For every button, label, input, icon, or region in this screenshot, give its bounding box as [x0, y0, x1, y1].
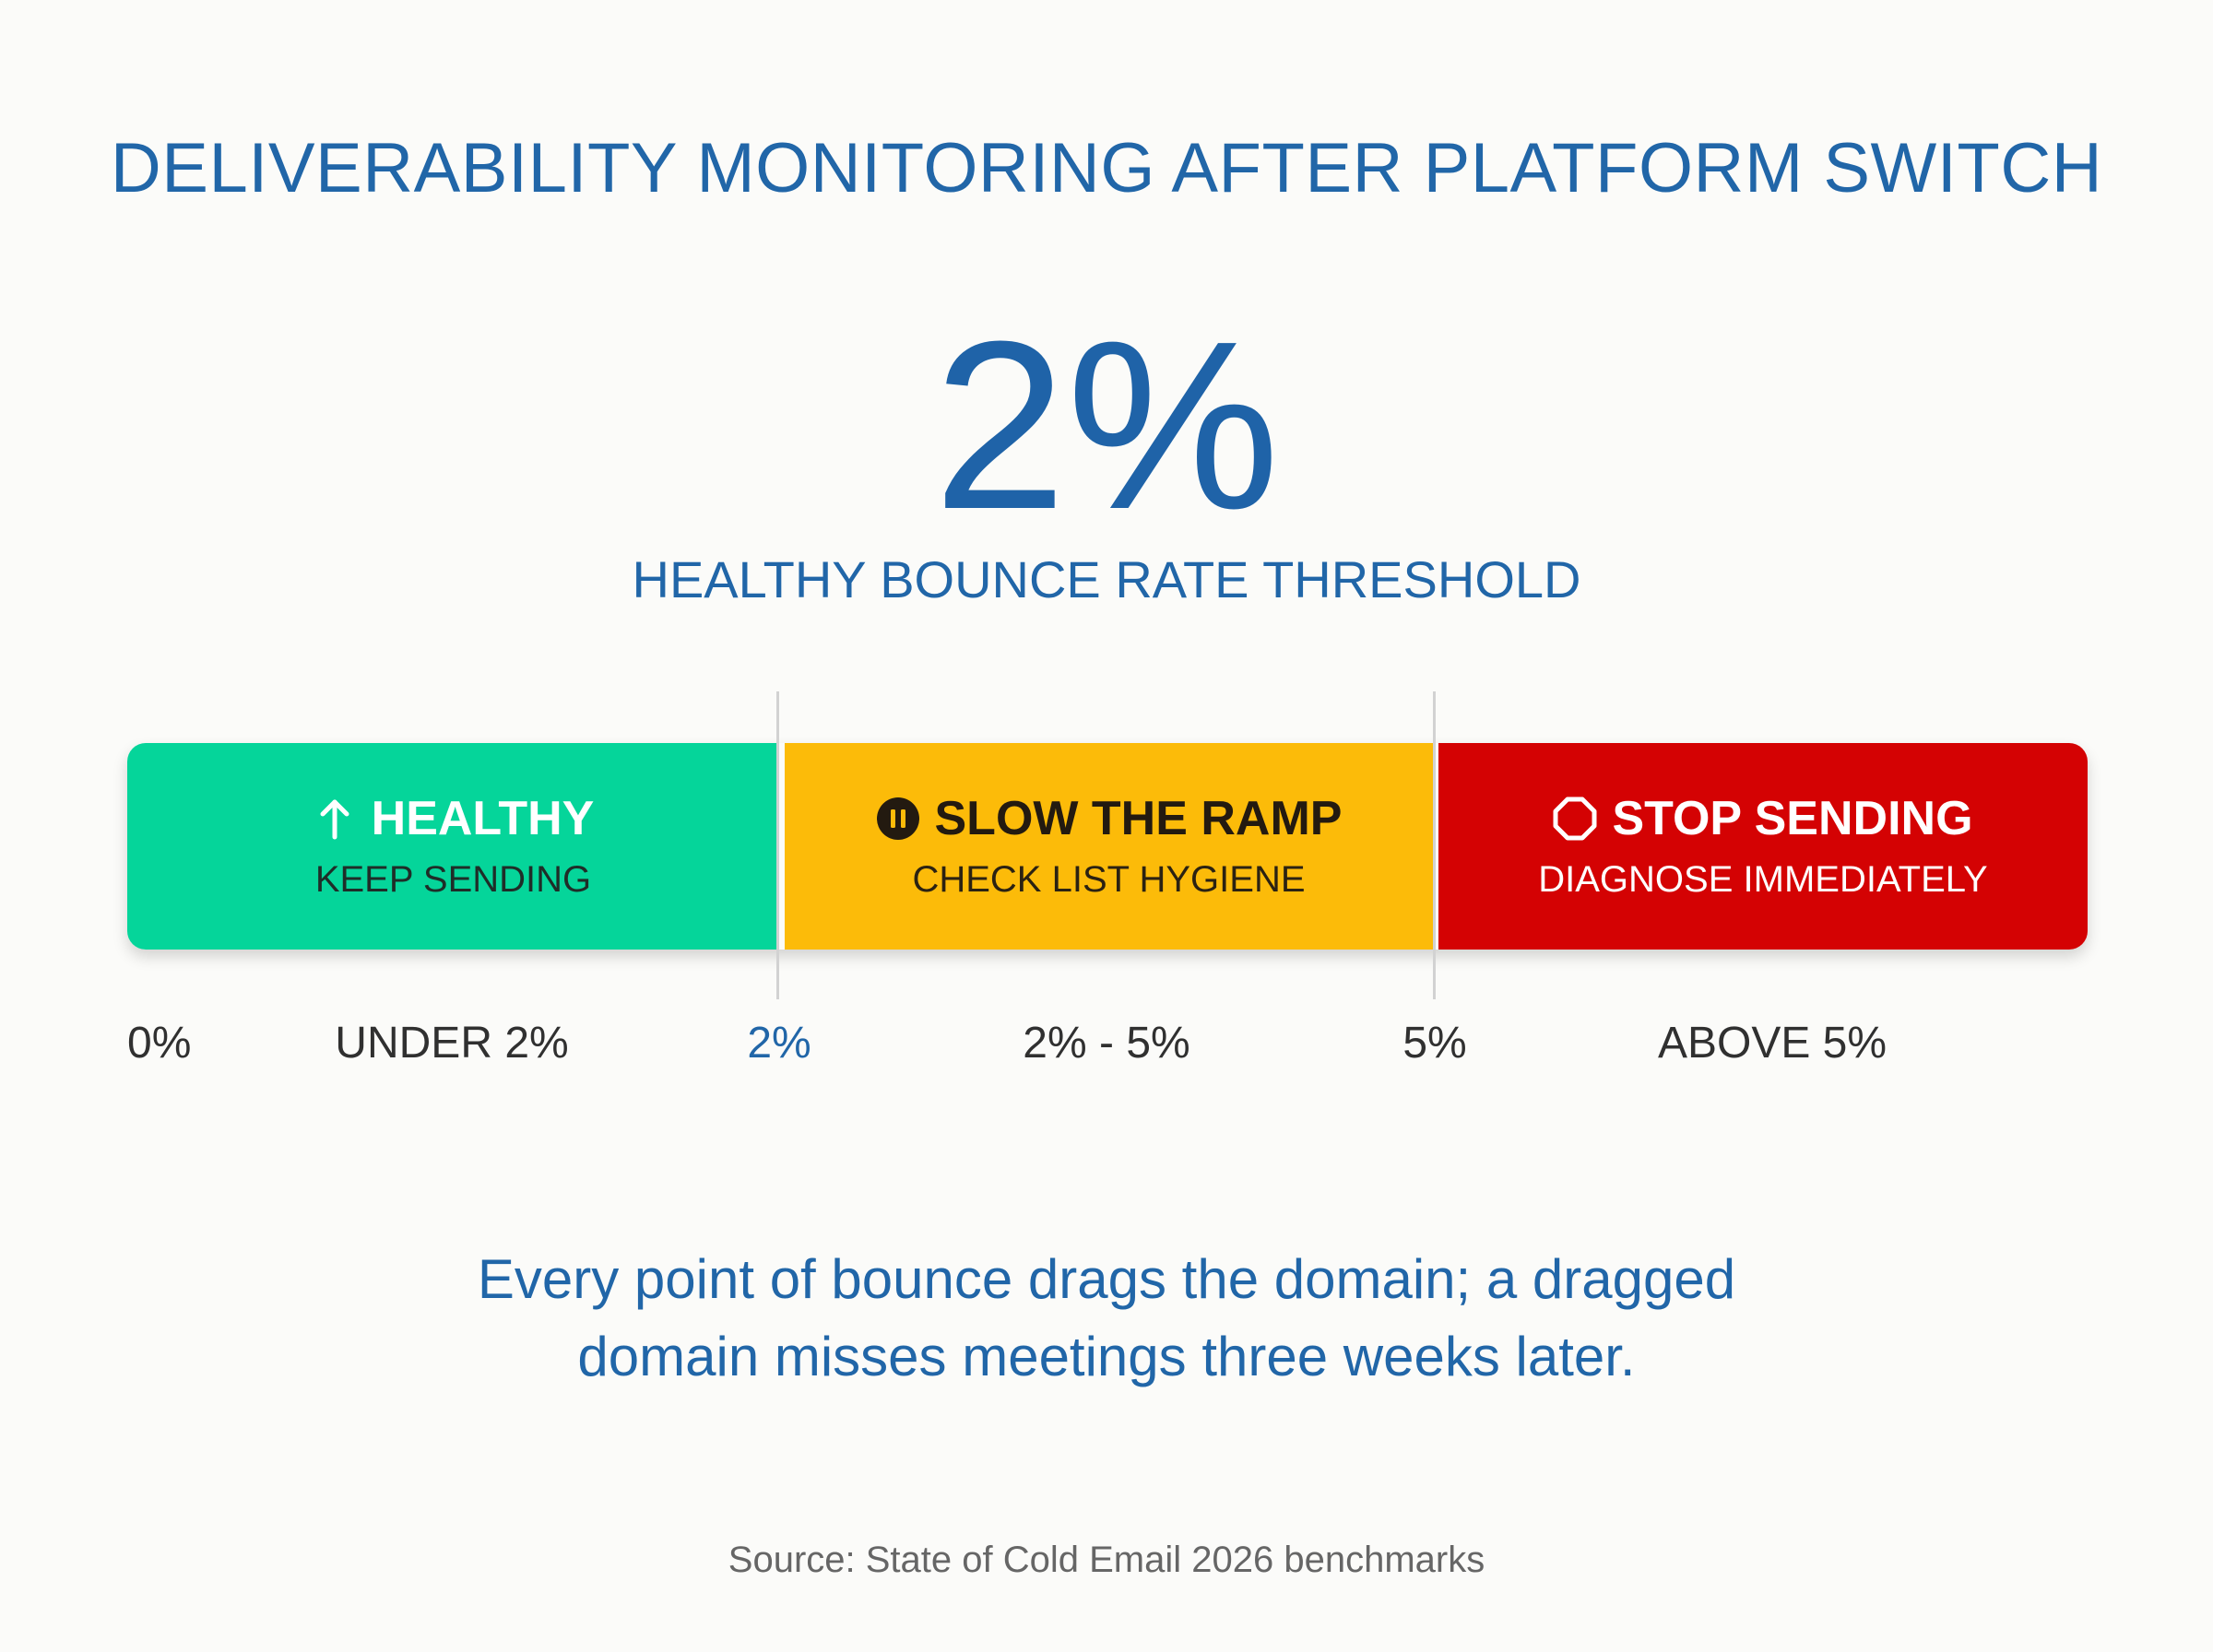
page-title: DELIVERABILITY MONITORING AFTER PLATFORM…	[110, 129, 2103, 207]
octagon-stop-icon	[1553, 796, 1597, 841]
takeaway-quote: Every point of bounce drags the domain; …	[0, 1241, 2213, 1396]
threshold-line-2-percent	[776, 691, 779, 999]
zone-stop-heading: STOP SENDING	[1553, 791, 1973, 846]
threshold-value: 2%	[933, 292, 1280, 560]
scale-label-start: 0%	[127, 1019, 192, 1068]
zone-healthy: HEALTHY KEEP SENDING	[127, 743, 779, 950]
zone-slow-heading: SLOW THE RAMP	[876, 791, 1343, 846]
scale-label-slow-range: 2% - 5%	[1023, 1019, 1190, 1068]
scale-label-stop-range: ABOVE 5%	[1657, 1019, 1888, 1068]
zone-healthy-title: HEALTHY	[371, 792, 595, 845]
scale-label-healthy-range: UNDER 2%	[335, 1019, 569, 1068]
zone-stop-sending: STOP SENDING DIAGNOSE IMMEDIATELY	[1433, 743, 2088, 950]
zone-slow-subtitle: CHECK LIST HYGIENE	[912, 859, 1306, 900]
scale-label-threshold-low: 2%	[747, 1019, 811, 1068]
zone-stop-subtitle: DIAGNOSE IMMEDIATELY	[1538, 859, 1988, 900]
takeaway-quote-line-2: domain misses meetings three weeks later…	[577, 1326, 1636, 1387]
takeaway-quote-line-1: Every point of bounce drags the domain; …	[477, 1248, 1736, 1310]
threshold-caption: HEALTHY BOUNCE RATE THRESHOLD	[632, 550, 1581, 608]
zone-slow-the-ramp: SLOW THE RAMP CHECK LIST HYGIENE	[779, 743, 1433, 950]
arrow-up-icon	[320, 799, 349, 840]
threshold-line-5-percent	[1433, 691, 1436, 999]
zone-slow-title: SLOW THE RAMP	[934, 792, 1343, 845]
zone-stop-title: STOP SENDING	[1612, 792, 1973, 845]
zone-healthy-subtitle: KEEP SENDING	[314, 859, 592, 900]
scale-label-threshold-high: 5%	[1402, 1019, 1467, 1068]
pause-circle-icon	[876, 797, 919, 840]
bounce-rate-scale-bar: HEALTHY KEEP SENDING SLOW THE RAMP CHECK…	[127, 743, 2088, 950]
zone-healthy-heading: HEALTHY	[313, 791, 595, 846]
source-citation: Source: State of Cold Email 2026 benchma…	[728, 1540, 1485, 1580]
